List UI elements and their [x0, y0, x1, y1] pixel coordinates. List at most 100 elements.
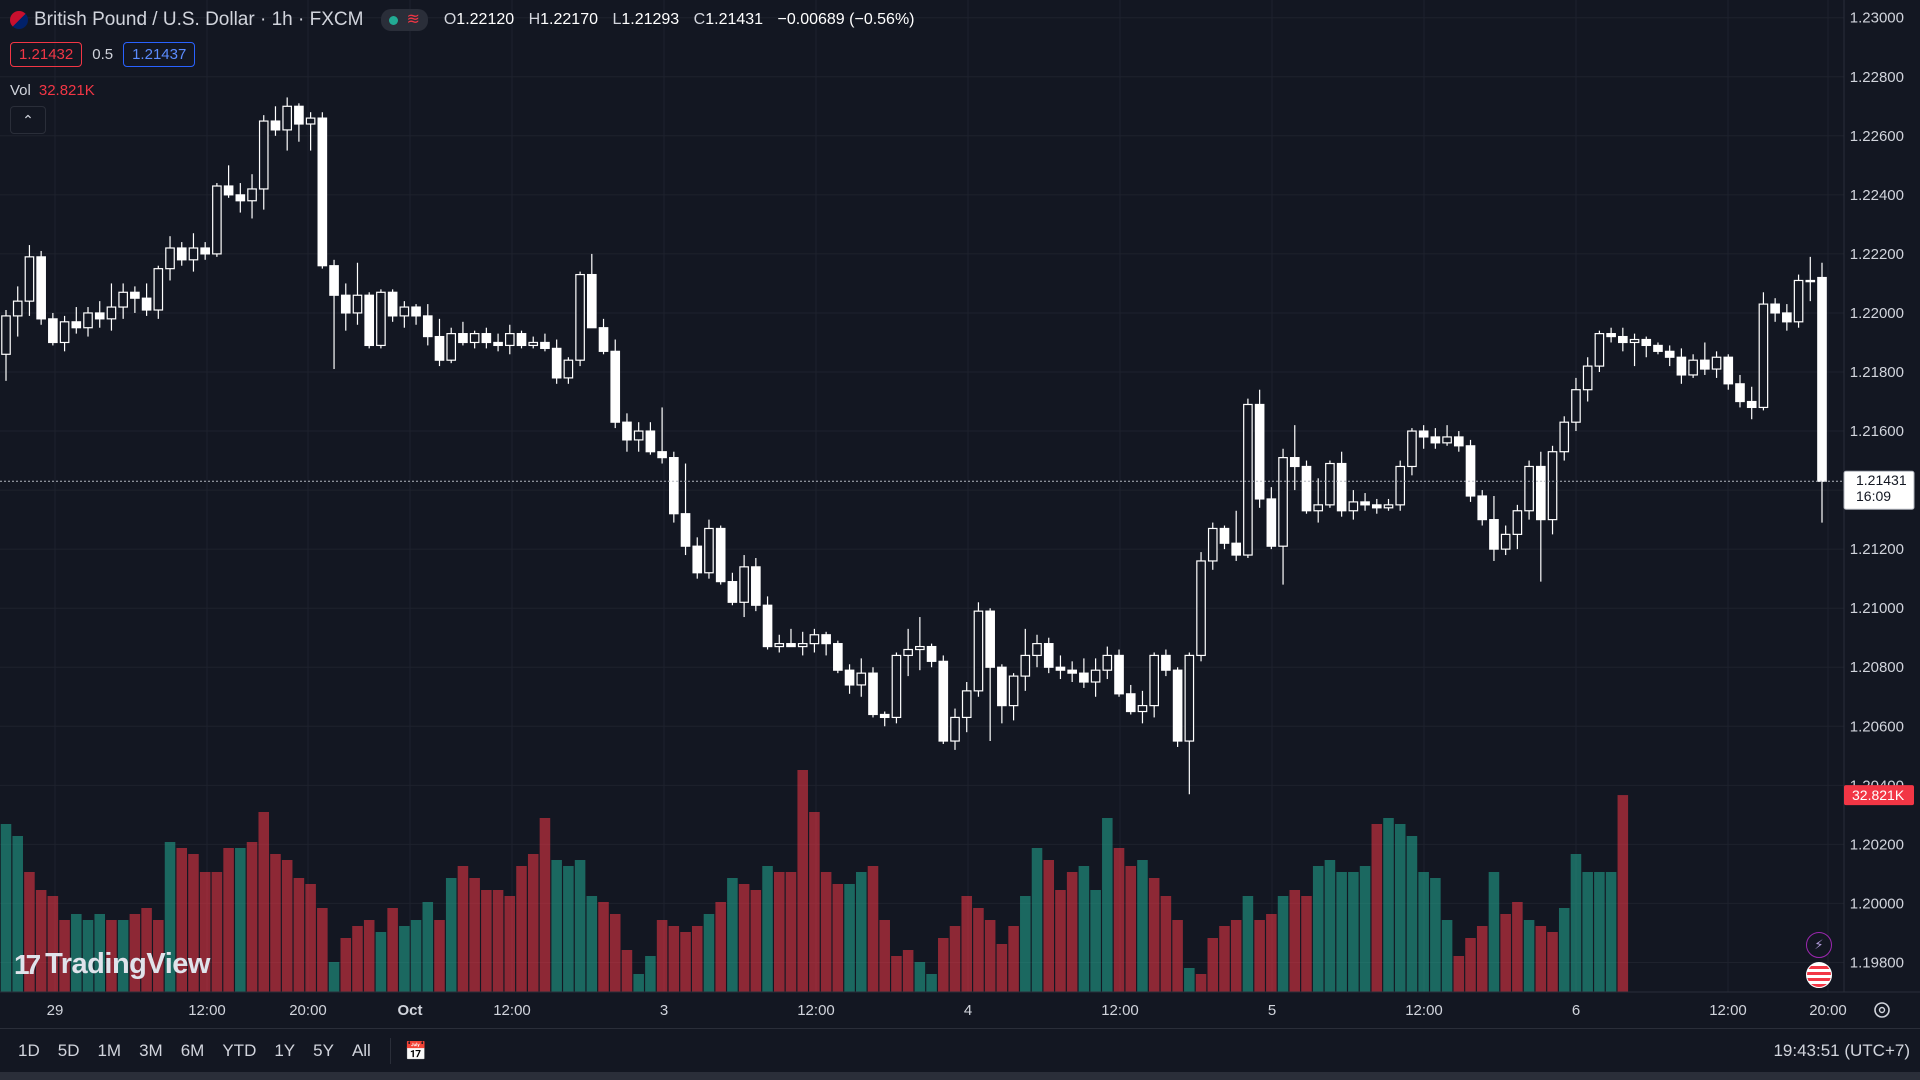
- candle: [1395, 460, 1406, 511]
- calendar-goto-icon[interactable]: 📅: [404, 1040, 428, 1061]
- volume-bar: [820, 872, 832, 992]
- candle: [973, 602, 984, 697]
- volume-bar: [1582, 872, 1593, 992]
- candle: [1524, 460, 1534, 520]
- volume-bar: [1008, 926, 1019, 992]
- candle-body: [48, 318, 58, 344]
- candle: [1559, 416, 1570, 461]
- range-button-3m[interactable]: 3M: [139, 1041, 163, 1060]
- range-button-all[interactable]: All: [351, 1041, 371, 1060]
- price-tick-label: 1.19800: [1850, 954, 1904, 971]
- candle: [938, 655, 949, 744]
- volume-bar: [375, 932, 387, 992]
- volume-bar: [668, 926, 680, 992]
- settings-gear-icon[interactable]: [1874, 1002, 1890, 1018]
- range-button-5d[interactable]: 5D: [57, 1041, 80, 1060]
- candle-body: [680, 513, 691, 547]
- candle-body: [1219, 527, 1230, 544]
- price-tick-label: 1.20000: [1850, 895, 1904, 912]
- volume-bar: [1113, 848, 1125, 992]
- sell-price-button[interactable]: 1.21432: [10, 42, 83, 67]
- volume-bar: [586, 896, 598, 992]
- volume-bar: [1066, 872, 1078, 992]
- candle: [1700, 342, 1710, 375]
- clock-timezone[interactable]: 19:43:51 (UTC+7): [1773, 1041, 1910, 1060]
- candle: [1606, 327, 1616, 343]
- candle: [24, 245, 35, 316]
- symbol-title[interactable]: British Pound / U.S. Dollar · 1h · FXCM: [34, 9, 364, 30]
- low-value: 1.21293: [621, 11, 680, 28]
- candle-body: [130, 291, 140, 299]
- range-button-1d[interactable]: 1D: [18, 1041, 40, 1060]
- candle-body: [1008, 675, 1019, 707]
- volume-bar: [832, 884, 844, 992]
- candle-body: [1067, 669, 1077, 674]
- candle: [1301, 460, 1312, 514]
- candle-body: [551, 347, 562, 379]
- collapse-legend-button[interactable]: ⌃: [10, 106, 46, 134]
- candle-body: [24, 256, 35, 302]
- candle: [1641, 336, 1652, 358]
- volume-bar: [797, 770, 808, 992]
- price-tag: 1.21431 16:09: [1843, 470, 1915, 510]
- lightning-icon[interactable]: ⚡: [1806, 932, 1832, 958]
- volume-bar: [1020, 896, 1031, 992]
- candle-body: [1489, 519, 1499, 550]
- volume-bar: [1488, 872, 1500, 992]
- candle-body: [1793, 279, 1804, 323]
- us-flag-icon[interactable]: [1806, 962, 1832, 988]
- gbp-usd-flag-icon: [10, 11, 28, 29]
- candle: [411, 304, 421, 325]
- volume-bar: [1547, 932, 1558, 992]
- range-button-ytd[interactable]: YTD: [222, 1041, 257, 1060]
- candle: [868, 667, 878, 718]
- candle-body: [340, 294, 351, 314]
- candle: [1793, 274, 1804, 328]
- volume-bar: [434, 920, 445, 992]
- time-axis[interactable]: 29 12:00 20:00 Oct 12:00 3 12:00 4 12:00 5 12:00 6 1…: [47, 1002, 1847, 1019]
- candle: [540, 333, 550, 352]
- candle: [270, 106, 281, 136]
- volume-bar: [1230, 920, 1242, 992]
- candle: [305, 112, 316, 151]
- candle-body: [1301, 465, 1312, 512]
- candle-body: [36, 256, 46, 320]
- candle: [1348, 490, 1359, 520]
- volume-bar: [844, 884, 855, 992]
- candle-body: [1477, 495, 1488, 521]
- candle-body: [1407, 430, 1417, 468]
- candle: [833, 640, 843, 674]
- range-button-1y[interactable]: 1Y: [274, 1041, 296, 1060]
- candle: [1079, 658, 1089, 688]
- time-tick-label: 29: [47, 1002, 64, 1019]
- candle: [1090, 658, 1101, 697]
- range-button-6m[interactable]: 6M: [180, 1041, 205, 1060]
- candle-body: [1723, 356, 1734, 385]
- candle: [985, 608, 995, 742]
- range-button-5y[interactable]: 5Y: [313, 1041, 334, 1060]
- volume-bar: [996, 944, 1008, 992]
- candle-body: [411, 306, 421, 317]
- candle-body: [1582, 365, 1593, 391]
- candle: [118, 283, 128, 319]
- volume-bar: [258, 812, 270, 992]
- tradingview-logo[interactable]: 17 TradingView: [14, 948, 210, 981]
- time-tick-label: 12:00: [1405, 1002, 1443, 1019]
- candle-body: [1161, 654, 1171, 671]
- candle: [821, 631, 831, 656]
- candle: [1371, 498, 1382, 514]
- candle: [633, 422, 644, 452]
- volume-bar: [1324, 860, 1336, 992]
- market-status-pill[interactable]: ≋: [381, 9, 428, 31]
- volume-bar: [891, 956, 902, 992]
- buy-price-button[interactable]: 1.21437: [123, 42, 196, 67]
- candle: [1196, 552, 1206, 662]
- volume-bar: [809, 812, 820, 992]
- candle: [1430, 428, 1441, 449]
- candle: [797, 631, 808, 656]
- candle-body: [59, 321, 70, 344]
- candle: [258, 115, 269, 210]
- volume-bar: [1430, 878, 1441, 992]
- range-button-1m[interactable]: 1M: [97, 1041, 122, 1060]
